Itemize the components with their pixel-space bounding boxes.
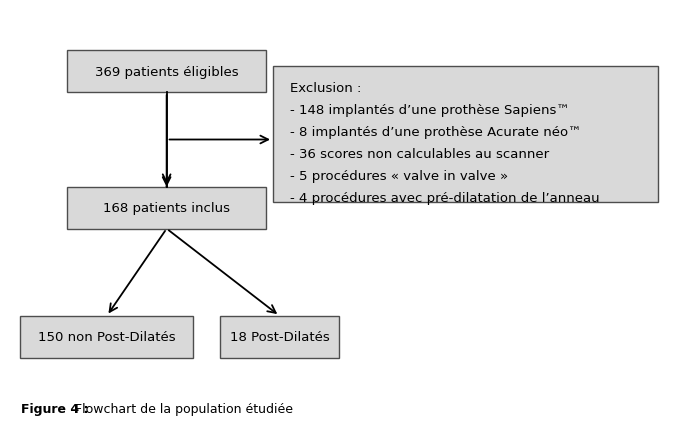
FancyBboxPatch shape	[220, 316, 339, 358]
Text: - 8 implantés d’une prothèse Acurate néo™: - 8 implantés d’une prothèse Acurate néo…	[289, 126, 581, 138]
Text: 168 patients inclus: 168 patients inclus	[103, 202, 230, 215]
FancyBboxPatch shape	[273, 66, 658, 203]
Text: - 5 procédures « valve in valve »: - 5 procédures « valve in valve »	[289, 169, 508, 182]
FancyBboxPatch shape	[21, 316, 193, 358]
Text: Exclusion :: Exclusion :	[289, 82, 361, 95]
FancyBboxPatch shape	[67, 187, 266, 229]
Text: - 4 procédures avec pré-dilatation de l’anneau: - 4 procédures avec pré-dilatation de l’…	[289, 191, 599, 204]
Text: 18 Post-Dilatés: 18 Post-Dilatés	[230, 331, 329, 344]
Text: - 36 scores non calculables au scanner: - 36 scores non calculables au scanner	[289, 147, 549, 160]
Text: - 148 implantés d’une prothèse Sapiens™: - 148 implantés d’une prothèse Sapiens™	[289, 104, 569, 117]
Text: 369 patients éligibles: 369 patients éligibles	[95, 66, 239, 79]
FancyBboxPatch shape	[67, 51, 266, 93]
Text: Flowchart de la population étudiée: Flowchart de la population étudiée	[71, 402, 293, 415]
Text: 150 non Post-Dilatés: 150 non Post-Dilatés	[38, 331, 176, 344]
Text: Figure 4 :: Figure 4 :	[21, 402, 89, 415]
